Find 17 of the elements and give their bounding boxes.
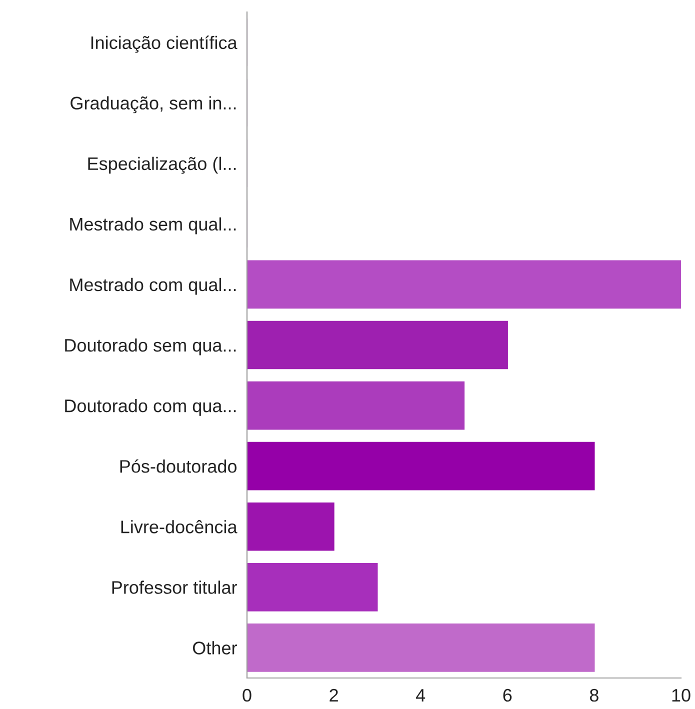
- y-tick-label: Mestrado com qual...: [70, 278, 236, 295]
- x-tick-label: 2: [330, 688, 338, 702]
- y-tick-label: Especialização (l...: [88, 156, 236, 174]
- x-tick-label: 8: [590, 688, 598, 702]
- y-tick-label: Doutorado com qua...: [65, 399, 236, 416]
- y-tick-label: Other: [192, 641, 237, 654]
- y-tick-label: Iniciação científica: [91, 36, 238, 53]
- x-tick-label: 6: [503, 688, 512, 702]
- x-tick-label: 10: [672, 688, 690, 702]
- y-tick-label: Doutorado sem qua...: [65, 338, 236, 356]
- y-tick-label: Pós-doutorado: [120, 459, 237, 473]
- y-tick-label: Graduação, sem in...: [70, 96, 236, 114]
- y-tick-label: Livre-docência: [121, 520, 238, 534]
- x-tick-label: 4: [416, 689, 426, 702]
- y-tick-label: Mestrado sem qual...: [70, 217, 236, 234]
- x-tick-label: 0: [242, 688, 252, 702]
- y-tick-label: Professor titular: [112, 580, 237, 594]
